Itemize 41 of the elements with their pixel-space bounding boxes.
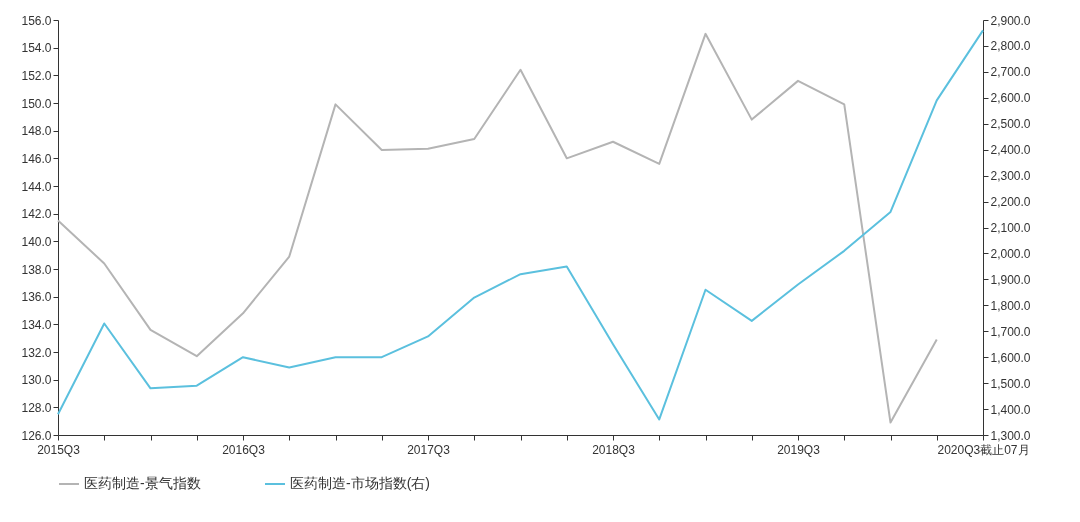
y2-tick-label: 1,500.0: [990, 376, 1031, 391]
y2-tick-label: 2,300.0: [990, 169, 1031, 184]
y-tick-label: 142.0: [21, 207, 52, 222]
y-tick-label: 134.0: [21, 317, 52, 332]
x-tick-label: 2019Q3: [777, 442, 821, 457]
y2-tick-label: 2,100.0: [990, 221, 1031, 235]
y-tick-label: 128.0: [21, 400, 52, 415]
y-tick-label: 154.0: [21, 41, 52, 56]
y-tick-label: 140.0: [21, 234, 52, 249]
legend-label: 医药制造-景气指数: [84, 475, 201, 491]
x-tick-label: 2018Q3: [592, 442, 636, 457]
y-tick-label: 150.0: [21, 96, 52, 111]
x-tick-label: 2016Q3: [222, 442, 266, 457]
y-tick-label: 146.0: [21, 151, 52, 166]
y2-tick-label: 2,800.0: [990, 39, 1031, 54]
x-tick-label: 2015Q3: [37, 442, 81, 457]
legend-label: 医药制造-市场指数(右): [290, 475, 430, 491]
y2-tick-label: 2,900.0: [990, 13, 1031, 28]
y-tick-label: 138.0: [21, 262, 52, 277]
y-tick-label: 156.0: [21, 13, 52, 28]
y-tick-label: 144.0: [21, 179, 52, 194]
y2-tick-label: 1,700.0: [990, 324, 1031, 339]
y-tick-label: 136.0: [21, 290, 52, 305]
y-tick-label: 130.0: [21, 373, 52, 388]
x-tick-label: 2017Q3: [407, 442, 451, 457]
y2-tick-label: 1,600.0: [990, 350, 1031, 365]
y2-tick-label: 2,200.0: [990, 195, 1031, 210]
y2-tick-label: 1,400.0: [990, 402, 1031, 417]
y2-tick-label: 1,800.0: [990, 298, 1031, 313]
y-tick-label: 132.0: [21, 345, 52, 360]
y-tick-label: 148.0: [21, 124, 52, 139]
y2-tick-label: 2,600.0: [990, 91, 1031, 106]
y-tick-label: 126.0: [21, 428, 52, 443]
y2-tick-label: 1,300.0: [990, 428, 1031, 443]
y2-tick-label: 2,700.0: [990, 65, 1031, 80]
y2-tick-label: 2,400.0: [990, 143, 1031, 158]
y2-tick-label: 2,500.0: [990, 117, 1031, 132]
x-tick-label: 2020Q3截止07月: [937, 442, 1030, 457]
y2-tick-label: 1,900.0: [990, 272, 1031, 287]
y2-tick-label: 2,000.0: [990, 246, 1031, 261]
y-tick-label: 152.0: [21, 68, 52, 83]
